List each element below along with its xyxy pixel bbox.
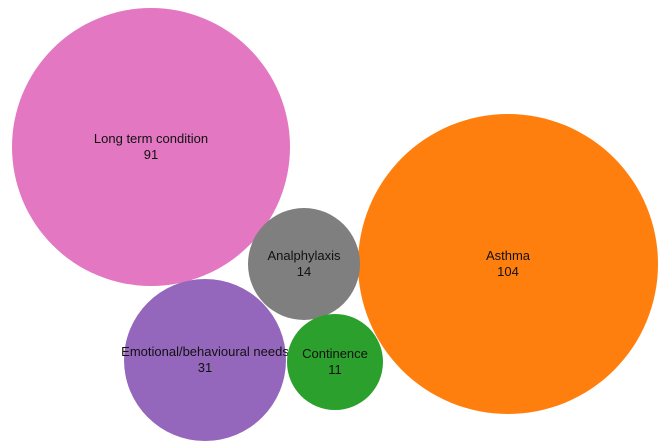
bubble-label-emotional-behavioural-needs: Emotional/behavioural needs bbox=[121, 344, 289, 359]
bubble-circle-long-term-condition bbox=[12, 8, 290, 286]
bubble-circle-emotional-behavioural-needs bbox=[124, 279, 286, 441]
bubble-circle-continence bbox=[287, 314, 383, 410]
bubble-circle-analphylaxis bbox=[248, 208, 360, 320]
bubble-value-asthma: 104 bbox=[497, 264, 519, 279]
bubble-value-analphylaxis: 14 bbox=[297, 264, 311, 279]
bubble-value-emotional-behavioural-needs: 31 bbox=[198, 360, 212, 375]
bubble-value-long-term-condition: 91 bbox=[144, 147, 158, 162]
bubble-value-continence: 11 bbox=[328, 362, 342, 377]
bubble-circle-asthma bbox=[358, 114, 658, 414]
bubble-label-analphylaxis: Analphylaxis bbox=[268, 248, 341, 263]
bubble-label-asthma: Asthma bbox=[486, 248, 531, 263]
bubble-label-long-term-condition: Long term condition bbox=[94, 131, 208, 146]
bubble-label-continence: Continence bbox=[302, 346, 368, 361]
